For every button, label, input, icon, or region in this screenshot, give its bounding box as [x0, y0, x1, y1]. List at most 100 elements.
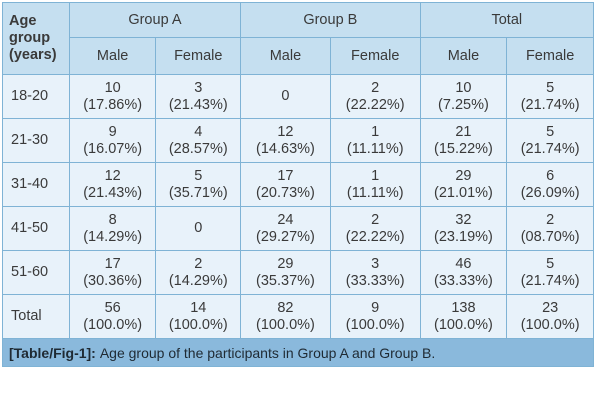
cell-count: 5	[546, 79, 555, 96]
table-cell: 9 (16.07%)	[68, 118, 157, 163]
age-group-cell: 21-30	[2, 118, 70, 163]
cell-count: 138	[451, 299, 476, 316]
table-cell: 2 (14.29%)	[155, 250, 242, 295]
table-row: 51-60 17 (30.36%) 2 (14.29%) 29 (35.37%) 3 (33.3…	[2, 250, 594, 295]
cell-percent: (21.74%)	[520, 272, 580, 289]
cell-count: 1	[371, 123, 380, 140]
cell-count: 23	[542, 299, 559, 316]
cell-count: 5	[194, 167, 203, 184]
table-cell: 0	[240, 74, 331, 119]
cell-percent: (11.11%)	[346, 184, 404, 201]
cell-percent: (21.74%)	[520, 140, 580, 157]
cell-count: 9	[371, 299, 380, 316]
cell-count: 3	[371, 255, 380, 272]
table-cell: 21 (15.22%)	[419, 118, 508, 163]
cell-count: 10	[455, 79, 472, 96]
table-cell: 17 (30.36%)	[68, 250, 157, 295]
cell-percent: (26.09%)	[520, 184, 580, 201]
cell-count: 3	[194, 79, 203, 96]
cell-count: 0	[194, 220, 203, 236]
cell-percent: (08.70%)	[520, 228, 580, 245]
cell-percent: (21.43%)	[168, 96, 228, 113]
cell-count: 1	[371, 167, 380, 184]
cell-percent: (14.29%)	[168, 272, 228, 289]
cell-count: 12	[104, 167, 121, 184]
cell-percent: (21.74%)	[520, 96, 580, 113]
cell-count: 14	[190, 299, 207, 316]
cell-percent: (30.36%)	[83, 272, 143, 289]
cell-count: 2	[194, 255, 203, 272]
cell-percent: (11.11%)	[346, 140, 404, 157]
table-cell: 1 (11.11%)	[329, 118, 421, 163]
cell-percent: (22.22%)	[345, 96, 405, 113]
table-cell: 5 (21.74%)	[506, 74, 594, 119]
total-header: Total	[419, 2, 595, 38]
table-cell: 138 (100.0%)	[419, 294, 508, 339]
table-cell: 0	[155, 206, 242, 251]
caption-label: [Table/Fig-1]:	[9, 344, 96, 361]
table-cell: 82 (100.0%)	[240, 294, 331, 339]
subheader-total-male: Male	[419, 37, 508, 75]
cell-percent: (16.07%)	[83, 140, 143, 157]
cell-percent: (35.71%)	[168, 184, 228, 201]
age-header-line-3: (years)	[9, 47, 57, 63]
cell-count: 8	[108, 211, 117, 228]
cell-count: 9	[108, 123, 117, 140]
cell-count: 24	[277, 211, 294, 228]
table-cell: 4 (28.57%)	[155, 118, 242, 163]
table-cell: 2 (22.22%)	[329, 206, 421, 251]
cell-count: 2	[546, 211, 555, 228]
data-table: Age group (years) Group A Group B Total …	[2, 2, 595, 339]
cell-count: 5	[546, 123, 555, 140]
cell-count: 82	[277, 299, 294, 316]
subheader-group-b-female: Female	[329, 37, 421, 75]
cell-count: 29	[455, 167, 472, 184]
age-header-line-1: Age	[9, 13, 37, 29]
table-cell: 5 (21.74%)	[506, 250, 594, 295]
subheader-total-female: Female	[506, 37, 594, 75]
table-cell: 46 (33.33%)	[419, 250, 508, 295]
cell-percent: (100.0%)	[168, 316, 228, 333]
group-header-row: Age group (years) Group A Group B Total	[2, 2, 595, 75]
table-row: 21-30 9 (16.07%) 4 (28.57%) 12 (14.63%) 1 (11.11…	[2, 118, 594, 163]
table-cell: 17 (20.73%)	[240, 162, 331, 207]
table-row: 18-20 10 (17.86%) 3 (21.43%) 0 2 (22.22%) 10 (7.2…	[2, 74, 594, 119]
table-row: Total 56 (100.0%) 14 (100.0%) 82 (100.0%) 9 (100…	[2, 294, 594, 339]
cell-percent: (14.29%)	[83, 228, 143, 245]
cell-percent: (23.19%)	[434, 228, 493, 245]
age-group-cell: Total	[2, 294, 70, 339]
cell-count: 0	[281, 88, 290, 104]
table-cell: 23 (100.0%)	[506, 294, 594, 339]
table-cell: 24 (29.27%)	[240, 206, 331, 251]
cell-count: 17	[277, 167, 294, 184]
age-group-cell: 31-40	[2, 162, 70, 207]
cell-count: 29	[277, 255, 294, 272]
cell-percent: (21.01%)	[434, 184, 493, 201]
table-cell: 12 (21.43%)	[68, 162, 157, 207]
cell-percent: (15.22%)	[434, 140, 493, 157]
table-cell: 2 (22.22%)	[329, 74, 421, 119]
cell-count: 21	[455, 123, 472, 140]
table-cell: 12 (14.63%)	[240, 118, 331, 163]
table-row: 41-50 8 (14.29%) 0 24 (29.27%) 2 (22.22%) 32 (23.…	[2, 206, 594, 251]
cell-percent: (7.25%)	[438, 96, 489, 113]
cell-count: 2	[371, 79, 380, 96]
table-cell: 9 (100.0%)	[329, 294, 421, 339]
age-header-line-2: group	[9, 30, 51, 46]
table-cell: 56 (100.0%)	[68, 294, 157, 339]
cell-percent: (100.0%)	[434, 316, 493, 333]
table-cell: 29 (21.01%)	[419, 162, 508, 207]
subheader-group-a-male: Male	[68, 37, 157, 75]
cell-percent: (100.0%)	[345, 316, 405, 333]
table-cell: 10 (7.25%)	[419, 74, 508, 119]
group-b-header: Group B	[240, 2, 421, 38]
cell-count: 12	[277, 123, 294, 140]
cell-percent: (21.43%)	[83, 184, 143, 201]
cell-percent: (22.22%)	[345, 228, 405, 245]
cell-percent: (100.0%)	[520, 316, 580, 333]
subheader-group-a-female: Female	[155, 37, 242, 75]
age-group-cell: 51-60	[2, 250, 70, 295]
cell-percent: (28.57%)	[168, 140, 228, 157]
cell-percent: (35.37%)	[256, 272, 315, 289]
